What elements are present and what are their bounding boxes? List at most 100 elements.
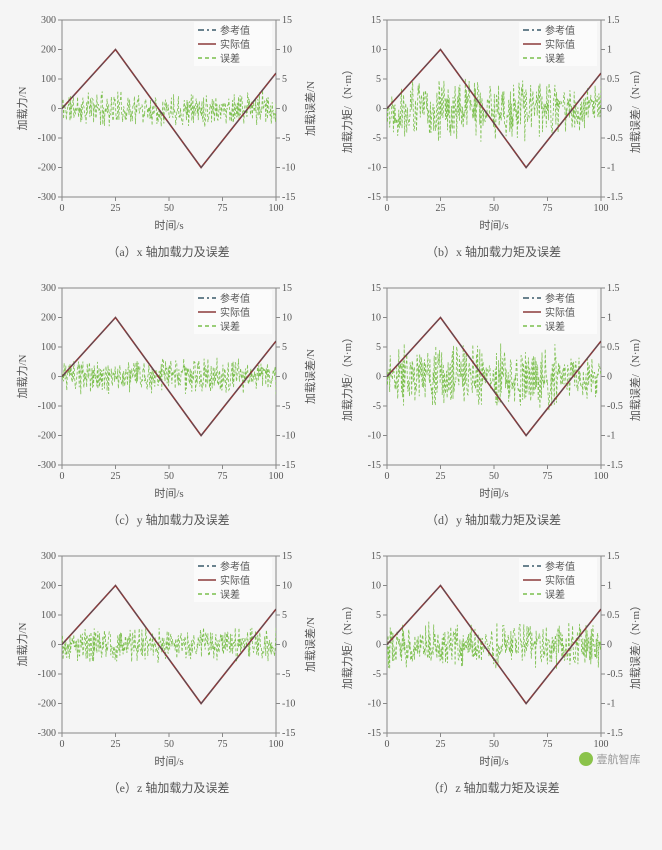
svg-text:-300: -300 (37, 728, 55, 739)
watermark-text: 壹航智库 (597, 751, 641, 767)
ref-series (62, 50, 276, 168)
chart-b: 0255075100时间/s-15-10-5051015加载力矩/（N·m）-1… (339, 10, 649, 235)
svg-text:0: 0 (282, 104, 287, 115)
svg-text:-300: -300 (37, 192, 55, 203)
legend-label-ref: 参考值 (220, 292, 250, 305)
svg-text:15: 15 (371, 283, 381, 294)
legend-label-error: 误差 (545, 320, 565, 333)
watermark: 壹航智库 (579, 751, 641, 767)
svg-text:加载误差/N: 加载误差/N (303, 81, 317, 136)
svg-text:-15: -15 (282, 728, 295, 739)
svg-text:100: 100 (593, 471, 608, 482)
svg-text:-200: -200 (37, 163, 55, 174)
svg-text:0: 0 (384, 203, 389, 214)
svg-text:-10: -10 (367, 699, 380, 710)
svg-text:加载误差/N: 加载误差/N (303, 617, 317, 672)
chart-wrap: 0255075100时间/s-300-200-1000100200300加载力/… (14, 10, 324, 235)
svg-text:100: 100 (593, 739, 608, 750)
ref-series (387, 50, 601, 168)
svg-text:-0.5: -0.5 (607, 133, 623, 144)
svg-text:加载误差/（N·m）: 加载误差/（N·m） (628, 600, 642, 689)
svg-text:5: 5 (282, 610, 287, 621)
svg-text:15: 15 (371, 551, 381, 562)
svg-text:25: 25 (110, 203, 120, 214)
svg-text:加载力矩/（N·m）: 加载力矩/（N·m） (341, 600, 354, 689)
svg-text:100: 100 (593, 203, 608, 214)
legend-label-error: 误差 (220, 320, 240, 333)
svg-text:50: 50 (164, 739, 174, 750)
legend-label-ref: 参考值 (545, 292, 575, 305)
svg-text:75: 75 (217, 739, 227, 750)
svg-text:-10: -10 (367, 163, 380, 174)
error-series (62, 628, 276, 663)
svg-text:5: 5 (282, 342, 287, 353)
svg-text:0: 0 (51, 104, 56, 115)
svg-text:1: 1 (607, 45, 612, 56)
chart-f: 0255075100时间/s-15-10-5051015加载力矩/（N·m）-1… (339, 546, 649, 771)
chart-d: 0255075100时间/s-15-10-5051015加载力矩/（N·m）-1… (339, 278, 649, 503)
actual-series (387, 50, 601, 168)
legend-label-ref: 参考值 (545, 24, 575, 37)
svg-text:100: 100 (41, 342, 56, 353)
caption-d: （d）y 轴加载力矩及误差 (426, 511, 561, 528)
panel-f: 0255075100时间/s-15-10-5051015加载力矩/（N·m）-1… (335, 546, 652, 796)
chart-wrap: 0255075100时间/s-15-10-5051015加载力矩/（N·m）-1… (339, 278, 649, 503)
legend-label-error: 误差 (545, 52, 565, 65)
svg-text:-5: -5 (372, 669, 380, 680)
svg-text:-5: -5 (372, 133, 380, 144)
svg-text:0.5: 0.5 (607, 342, 620, 353)
svg-text:5: 5 (376, 342, 381, 353)
legend-label-actual: 实际值 (220, 38, 250, 51)
svg-text:加载力矩/（N·m）: 加载力矩/（N·m） (341, 64, 354, 153)
actual-series (62, 50, 276, 168)
svg-text:-10: -10 (367, 431, 380, 442)
svg-text:1.5: 1.5 (607, 15, 620, 26)
svg-text:0: 0 (59, 203, 64, 214)
svg-text:100: 100 (268, 739, 283, 750)
legend-label-ref: 参考值 (220, 24, 250, 37)
error-series (62, 358, 276, 395)
svg-text:0: 0 (376, 104, 381, 115)
svg-text:200: 200 (41, 581, 56, 592)
svg-text:15: 15 (282, 551, 292, 562)
svg-text:0: 0 (59, 739, 64, 750)
watermark-icon (579, 752, 593, 766)
svg-text:0: 0 (282, 640, 287, 651)
svg-text:10: 10 (371, 313, 381, 324)
svg-text:0: 0 (607, 640, 612, 651)
legend-label-actual: 实际值 (220, 574, 250, 587)
panel-b: 0255075100时间/s-15-10-5051015加载力矩/（N·m）-1… (335, 10, 652, 260)
svg-text:5: 5 (376, 74, 381, 85)
chart-wrap: 0255075100时间/s-15-10-5051015加载力矩/（N·m）-1… (339, 546, 649, 771)
svg-text:-15: -15 (282, 192, 295, 203)
svg-text:-1.5: -1.5 (607, 460, 623, 471)
svg-text:1.5: 1.5 (607, 283, 620, 294)
svg-text:加载力/N: 加载力/N (16, 354, 29, 398)
error-series (62, 90, 276, 127)
svg-text:-1.5: -1.5 (607, 728, 623, 739)
legend-label-actual: 实际值 (220, 306, 250, 319)
legend-label-error: 误差 (220, 588, 240, 601)
svg-text:-100: -100 (37, 401, 55, 412)
svg-text:0: 0 (59, 471, 64, 482)
svg-text:10: 10 (282, 581, 292, 592)
legend-label-actual: 实际值 (545, 574, 575, 587)
svg-text:300: 300 (41, 15, 56, 26)
chart-e: 0255075100时间/s-300-200-1000100200300加载力/… (14, 546, 324, 771)
svg-text:-1: -1 (607, 431, 615, 442)
svg-text:25: 25 (110, 471, 120, 482)
svg-text:时间/s: 时间/s (154, 755, 183, 768)
svg-text:5: 5 (376, 610, 381, 621)
svg-text:0: 0 (376, 640, 381, 651)
error-series (387, 622, 601, 669)
svg-text:-100: -100 (37, 133, 55, 144)
svg-text:100: 100 (41, 74, 56, 85)
svg-text:300: 300 (41, 551, 56, 562)
svg-text:-200: -200 (37, 699, 55, 710)
svg-text:0: 0 (282, 372, 287, 383)
svg-text:-0.5: -0.5 (607, 669, 623, 680)
svg-text:-300: -300 (37, 460, 55, 471)
svg-text:25: 25 (110, 739, 120, 750)
svg-text:-5: -5 (282, 401, 290, 412)
svg-text:15: 15 (282, 283, 292, 294)
